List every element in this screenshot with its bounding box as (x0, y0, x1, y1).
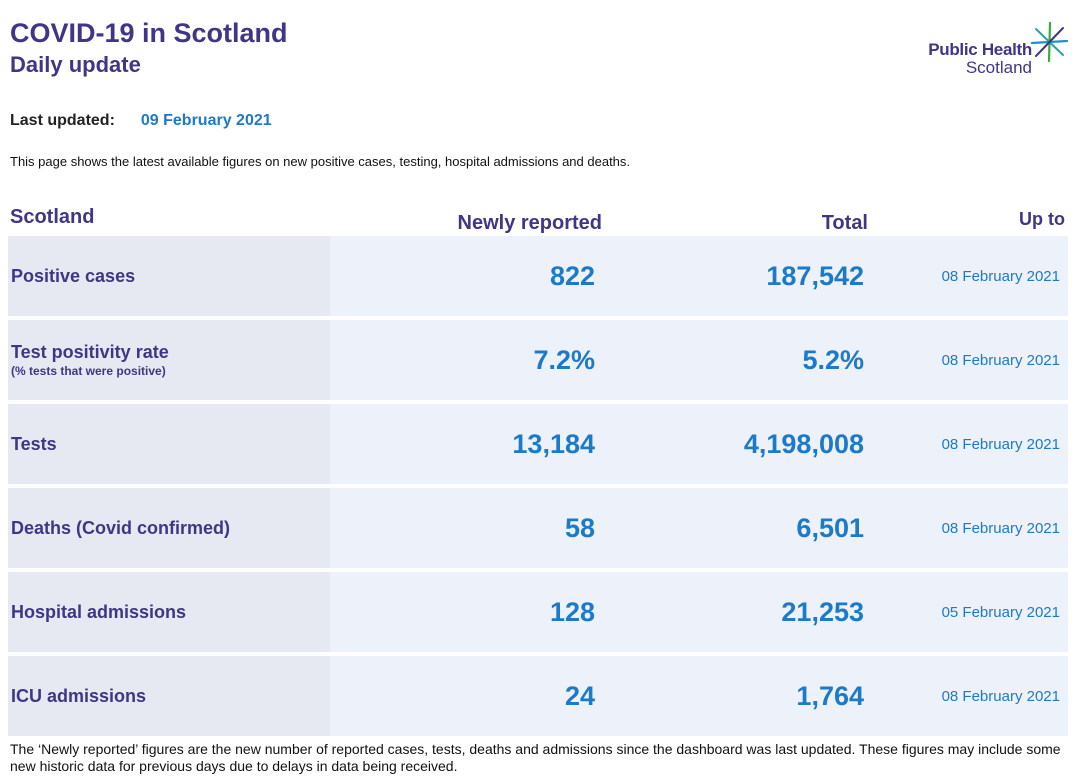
row-newly-reported: 128 (549, 596, 595, 627)
row-label: Hospital admissions (11, 601, 187, 622)
row-label-cell: Deaths (Covid confirmed) (8, 488, 330, 568)
phs-star-icon (1030, 22, 1068, 62)
intro-text: This page shows the latest available fig… (10, 154, 631, 169)
logo-text-scotland: Scotland (965, 58, 1032, 77)
row-label: Deaths (Covid confirmed) (11, 517, 231, 538)
row-newly-reported: 24 (564, 680, 595, 711)
row-label-cell: Hospital admissions (8, 572, 330, 652)
last-updated-label: Last updated: (10, 112, 115, 129)
header-newly-reported: Newly reported (457, 212, 602, 234)
stat-row-icu-admissions: ICU admissions 24 1,764 08 February 2021 (8, 656, 1068, 736)
row-label: Test positivity rate (11, 342, 169, 362)
row-up-to: 08 February 2021 (941, 267, 1060, 285)
stat-row-tests: Tests 13,184 4,198,008 08 February 2021 (8, 404, 1068, 484)
footnote: The ‘Newly reported’ figures are the new… (10, 741, 1061, 774)
last-updated-date: 09 February 2021 (140, 112, 272, 129)
header-total: Total (821, 212, 868, 234)
stat-row-deaths: Deaths (Covid confirmed) 58 6,501 08 Feb… (8, 488, 1068, 568)
row-newly-reported: 58 (564, 512, 595, 543)
row-sublabel: (% tests that were positive) (11, 364, 166, 378)
row-total: 5.2% (802, 344, 864, 375)
row-total: 21,253 (781, 596, 864, 627)
row-total: 6,501 (796, 512, 864, 543)
stat-row-test-positivity-rate: Test positivity rate (% tests that were … (8, 320, 1068, 400)
table-header: Scotland Newly reported Total Up to (8, 200, 1068, 236)
row-label: Positive cases (11, 265, 136, 286)
stats-table: Scotland Newly reported Total Up to Posi… (8, 200, 1068, 736)
row-label-cell: Positive cases (8, 236, 330, 316)
row-newly-reported: 13,184 (512, 428, 595, 459)
page-title: COVID-19 in Scotland (10, 18, 288, 48)
logo-text-public-health: Public Health (928, 40, 1032, 59)
row-label-cell: ICU admissions (8, 656, 330, 736)
row-total: 1,764 (796, 680, 864, 711)
row-newly-reported: 7.2% (533, 344, 595, 375)
header-area: Scotland (10, 206, 95, 228)
row-total: 4,198,008 (743, 428, 864, 459)
stat-row-hospital-admissions: Hospital admissions 128 21,253 05 Februa… (8, 572, 1068, 652)
row-label-cell: Tests (8, 404, 330, 484)
row-up-to: 05 February 2021 (941, 603, 1060, 621)
phs-logo: Public Health Scotland (912, 20, 1070, 82)
row-up-to: 08 February 2021 (941, 519, 1060, 537)
page-subtitle: Daily update (10, 52, 141, 77)
row-up-to: 08 February 2021 (941, 351, 1060, 369)
stat-row-positive-cases: Positive cases 822 187,542 08 February 2… (8, 236, 1068, 316)
row-newly-reported: 822 (549, 260, 595, 291)
row-label: Tests (11, 433, 57, 454)
last-updated: Last updated: 09 February 2021 (10, 111, 272, 131)
header-up-to: Up to (1019, 209, 1065, 229)
row-total: 187,542 (766, 260, 864, 291)
row-up-to: 08 February 2021 (941, 687, 1060, 705)
row-label-cell: Test positivity rate (% tests that were … (8, 320, 330, 400)
row-label: ICU admissions (11, 685, 147, 706)
row-up-to: 08 February 2021 (941, 435, 1060, 453)
